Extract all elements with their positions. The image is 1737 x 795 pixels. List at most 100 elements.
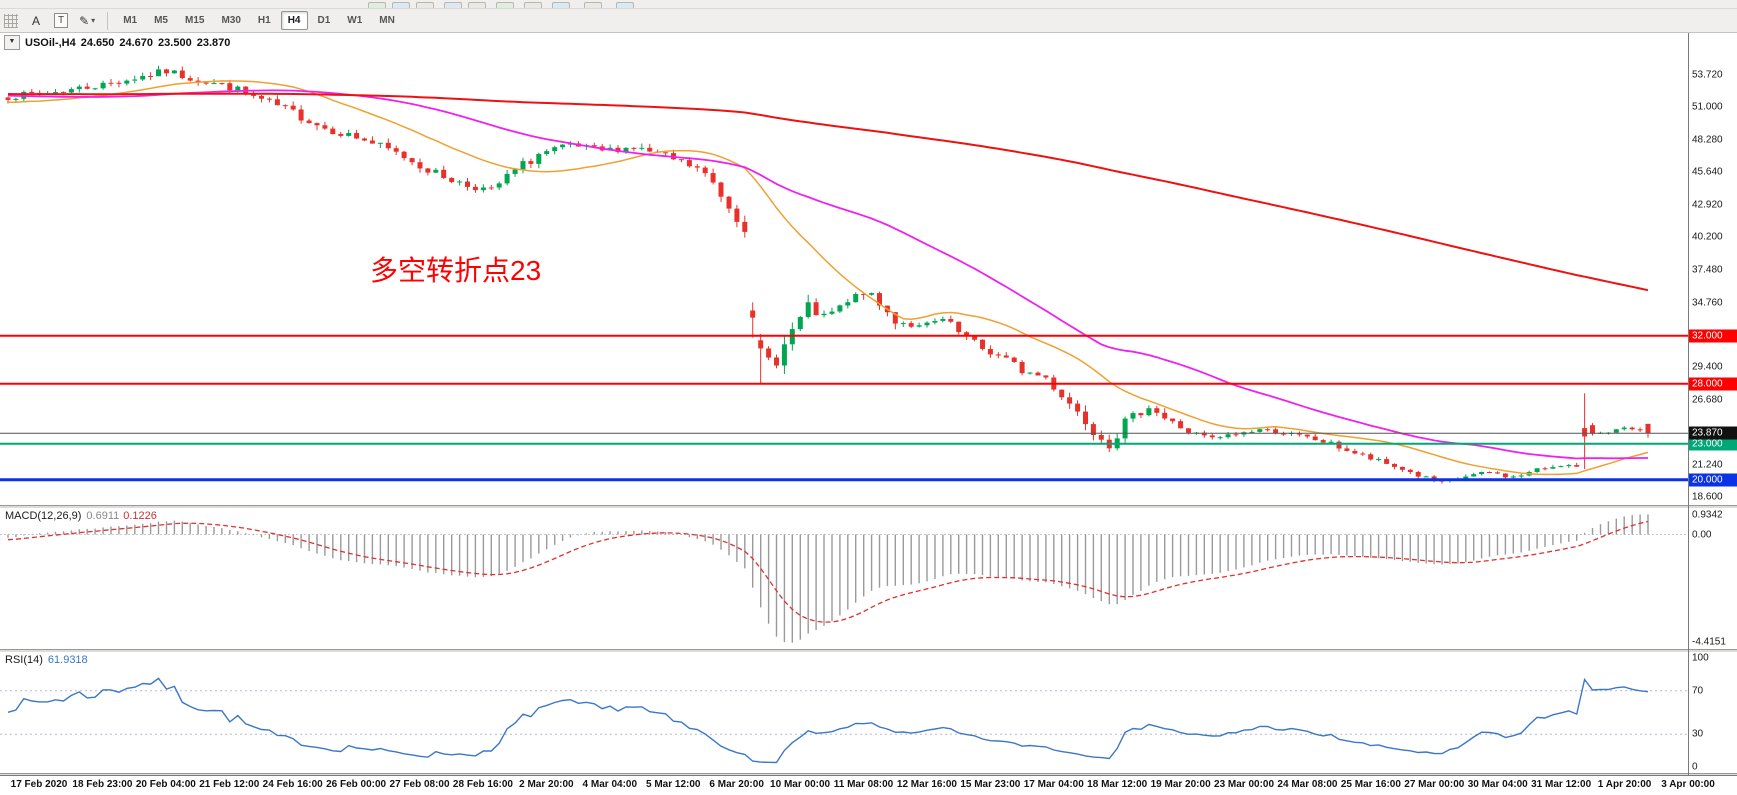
time-axis-label: 30 Mar 04:00 [1467,779,1528,790]
rsi-name: RSI(14) [5,654,43,666]
timeframe-m15[interactable]: M15 [178,11,211,30]
price-chart-canvas[interactable] [0,33,1688,505]
time-axis-label: 27 Mar 00:00 [1404,779,1465,790]
time-axis-label: 2 Mar 20:00 [519,779,574,790]
ohlc-high: 24.670 [119,36,154,49]
axis-tick: 37.480 [1692,264,1723,276]
panel-splitter[interactable] [0,773,1737,775]
time-axis-label: 18 Feb 23:00 [72,779,133,790]
symbol-dropdown-icon[interactable]: ▼ [4,35,20,50]
macd-axis[interactable]: 0.9342 0.00 -4.4151 [1689,508,1737,649]
timeframe-h1[interactable]: H1 [251,11,278,30]
price-panel: 53.720 51.000 48.280 45.640 42.920 40.200 37.4… [0,33,1737,505]
time-axis-label: 18 Mar 12:00 [1087,779,1148,790]
toolbar-drag-handle-icon[interactable] [4,13,18,28]
pen-icon: ✎ [79,13,90,28]
cropped-toolbar-icon[interactable] [496,2,514,8]
axis-tick: 26.680 [1692,394,1723,406]
macd-panel: 0.9342 0.00 -4.4151 MACD(12,26,9) 0.6911 0.1… [0,508,1737,649]
axis-tick: 0 [1692,761,1698,773]
time-axis-label: 10 Mar 00:00 [770,779,831,790]
time-axis-label: 12 Mar 16:00 [896,779,957,790]
rsi-canvas[interactable] [0,652,1688,773]
axis-tick: 0.9342 [1692,509,1723,521]
time-axis-label: 23 Mar 00:00 [1214,779,1275,790]
letter-t-icon: T [54,13,69,28]
ohlc-low: 23.500 [158,36,192,49]
time-axis-label: 4 Mar 04:00 [582,779,638,790]
level-price-badge: 23.000 [1689,437,1737,451]
timeframe-mn[interactable]: MN [372,11,402,30]
axis-tick: 30 [1692,728,1704,740]
time-axis-label: 17 Mar 04:00 [1023,779,1084,790]
time-axis-label: 5 Mar 12:00 [645,779,701,790]
time-axis-label: 25 Mar 16:00 [1340,779,1401,790]
macd-signal-value: 0.1226 [123,510,157,522]
chart-title: ▼ USOil-,H4 24.650 24.670 23.500 23.870 [4,35,230,50]
timeframe-m1[interactable]: M1 [116,11,144,30]
cropped-toolbar-icon[interactable] [524,2,542,8]
axis-tick: 53.720 [1692,69,1723,81]
ma-slow-red [7,92,1649,292]
time-axis[interactable]: 17 Feb 2020 18 Feb 23:00 20 Feb 04:00 21 Fe… [0,775,1737,795]
cropped-toolbar-icon[interactable] [416,2,434,8]
time-axis-label: 17 Feb 2020 [10,779,68,790]
main-toolbar: A T ✎ ▾ M1 M5 M15 M30 H1 H4 D1 W1 MN [0,9,1737,33]
text-label-button[interactable]: A [25,11,47,31]
rsi-line [7,677,1649,764]
time-axis-label: 1 Apr 20:00 [1597,779,1652,790]
letter-a-icon: A [31,13,40,28]
axis-tick: -4.4151 [1692,636,1726,648]
axis-tick: 29.400 [1692,361,1723,373]
time-axis-label: 20 Feb 04:00 [135,779,196,790]
axis-tick: 42.920 [1692,199,1723,210]
timeframe-w1[interactable]: W1 [340,11,369,30]
time-axis-label: 21 Feb 12:00 [199,779,260,790]
time-axis-label: 31 Mar 12:00 [1531,779,1592,790]
macd-signal-line [7,520,1649,623]
rsi-value: 61.9318 [47,654,88,666]
text-box-button[interactable]: T [50,11,72,31]
chart-annotation-text[interactable]: 多空转折点23 [370,255,542,286]
price-axis[interactable]: 53.720 51.000 48.280 45.640 42.920 40.200 37.4… [1689,33,1737,505]
cropped-toolbar-icon[interactable] [444,2,462,8]
time-axis-label: 24 Mar 08:00 [1277,779,1338,790]
candlesticks [5,65,1651,484]
ohlc-open: 24.650 [80,36,115,49]
time-axis-label: 28 Feb 16:00 [452,779,513,790]
level-price-badge: 20.000 [1689,473,1737,487]
panel-splitter[interactable] [0,505,1737,508]
macd-canvas[interactable] [0,508,1688,649]
draw-tool-button[interactable]: ✎ ▾ [75,11,99,31]
axis-tick: 100 [1692,652,1709,664]
cropped-toolbar-icon[interactable] [584,2,602,8]
cropped-toolbar-row [0,0,1737,9]
macd-name: MACD(12,26,9) [5,510,82,522]
timeframe-m30[interactable]: M30 [214,11,247,30]
axis-tick: 45.640 [1692,166,1723,178]
time-axis-label: 6 Mar 20:00 [709,779,764,790]
level-price-badge: 32.000 [1689,329,1737,343]
axis-tick: 21.240 [1692,459,1723,471]
cropped-toolbar-icon[interactable] [616,2,634,8]
toolbar-separator [107,11,109,30]
panel-splitter[interactable] [0,649,1737,652]
cropped-toolbar-icon[interactable] [368,2,386,8]
current-price-badge: 23.870 [1689,426,1737,440]
axis-tick: 0.00 [1692,529,1712,541]
macd-main-value: 0.6911 [86,510,120,522]
ma-fast-orange [7,80,1649,476]
time-axis-label: 24 Feb 16:00 [262,779,323,790]
timeframe-h4[interactable]: H4 [280,11,308,30]
cropped-toolbar-icon[interactable] [392,2,410,8]
timeframe-d1[interactable]: D1 [311,11,338,30]
rsi-axis[interactable]: 100 70 30 0 [1689,652,1737,773]
time-axis-label: 3 Apr 00:00 [1661,779,1715,790]
cropped-toolbar-icon[interactable] [552,2,570,8]
ohlc-close: 23.870 [196,36,231,49]
timeframe-m5[interactable]: M5 [147,11,175,30]
cropped-toolbar-icon[interactable] [468,2,486,8]
time-axis-label: 26 Feb 00:00 [326,779,387,790]
time-axis-label: 27 Feb 08:00 [389,779,450,790]
